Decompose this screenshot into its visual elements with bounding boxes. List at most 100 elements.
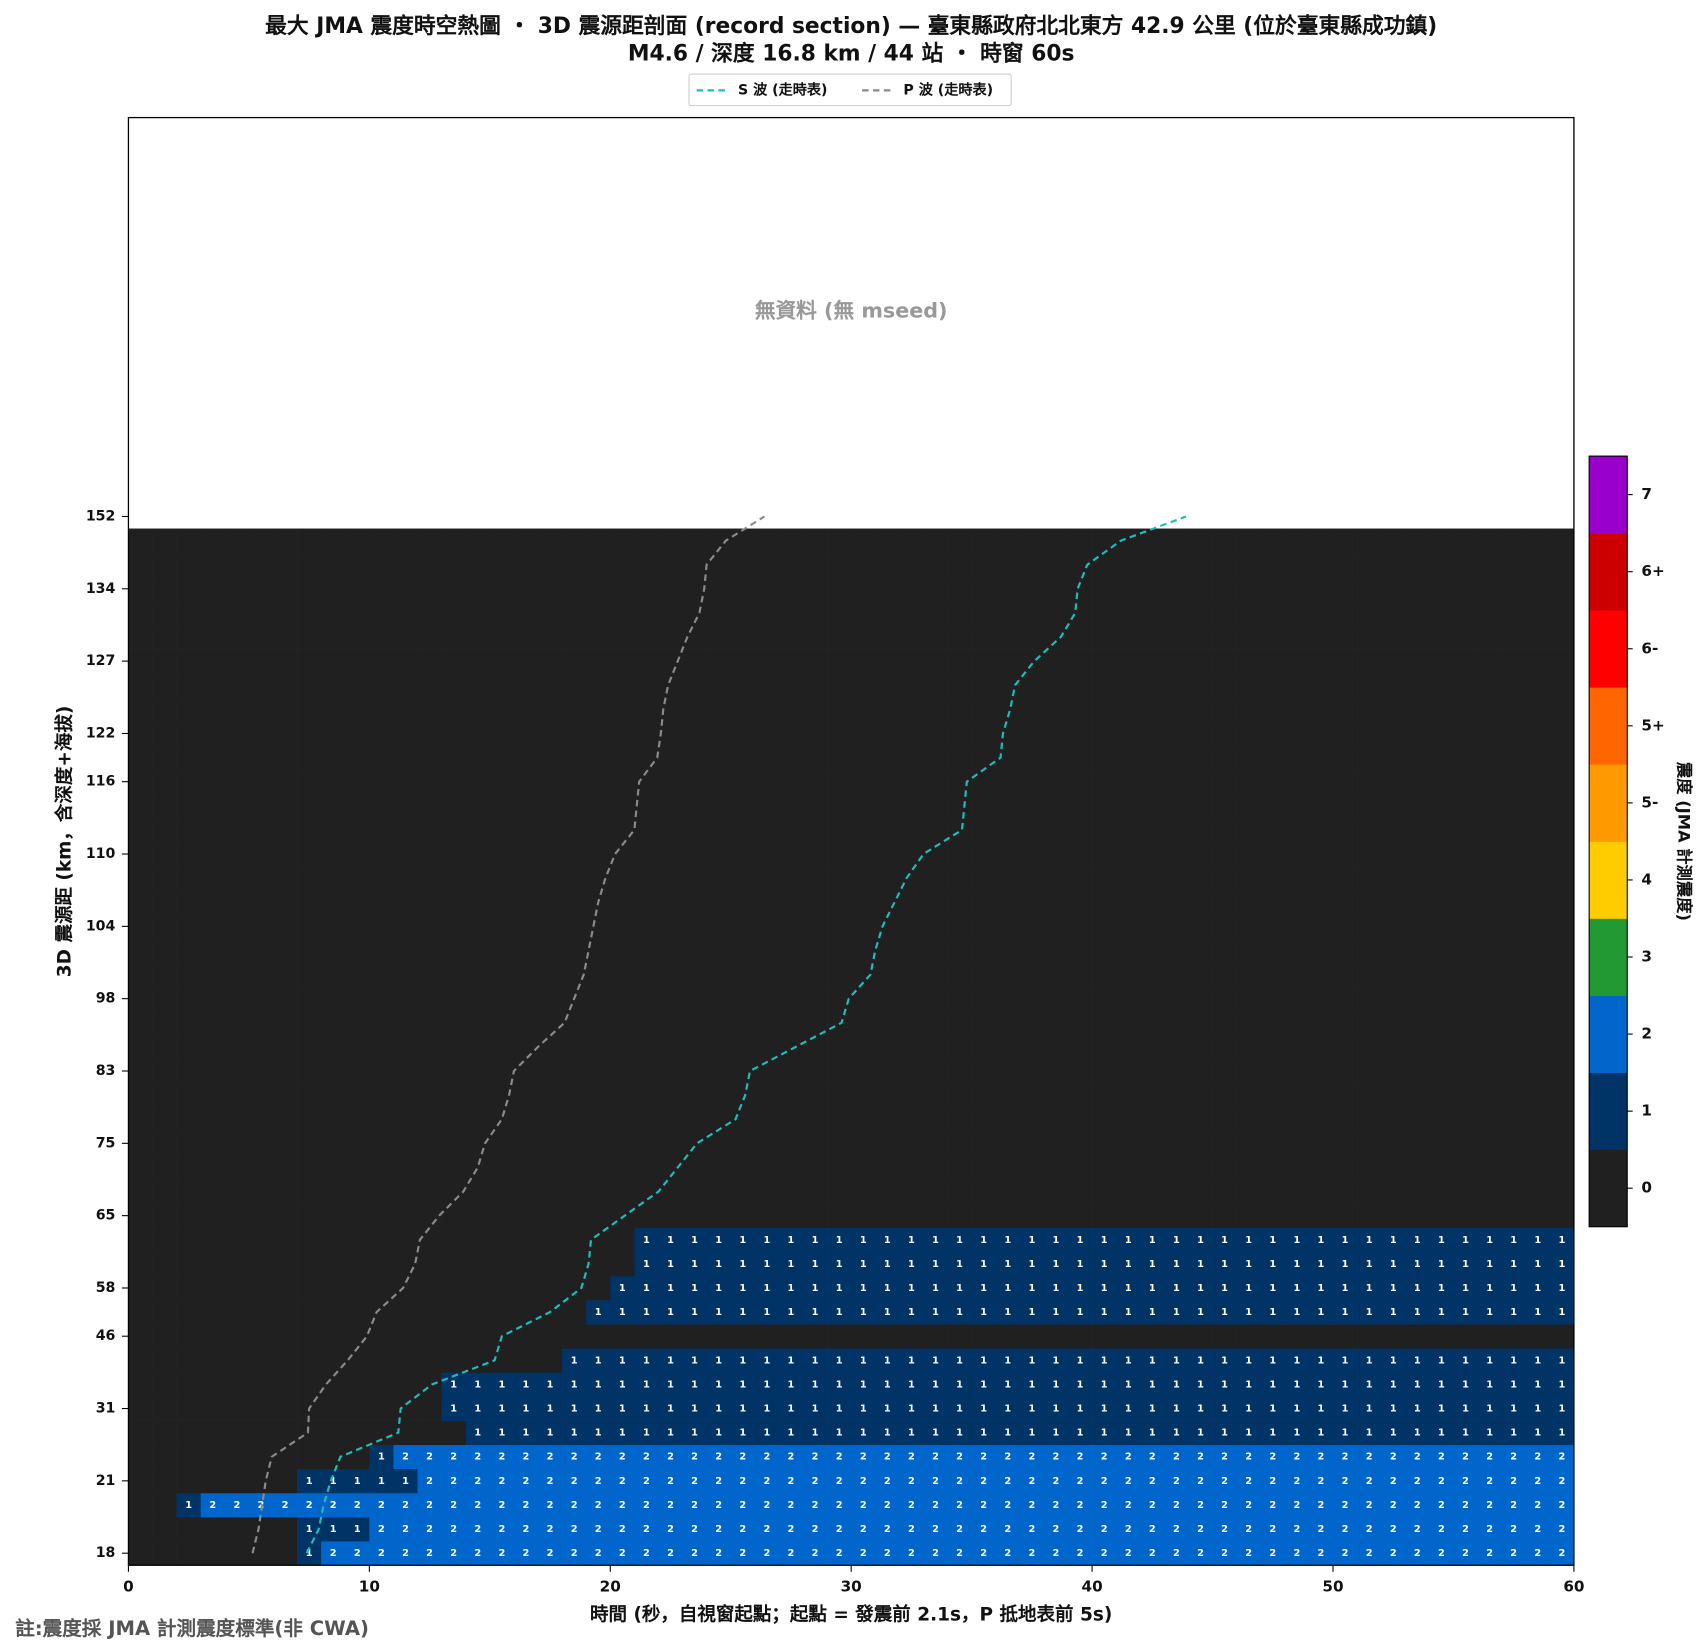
cell-label: 1 [908,1283,915,1294]
cell-label: 1 [1293,1259,1300,1270]
heatmap-cell [1357,1203,1382,1229]
heatmap-cell [200,890,226,915]
heatmap-cell [1092,1179,1117,1204]
heatmap-cell [393,600,418,626]
colorbar-swatch [1589,687,1628,765]
heatmap-cell [1116,576,1141,602]
heatmap-cell [345,890,370,915]
heatmap-cell [200,1034,226,1060]
heatmap-cell [1188,624,1213,650]
heatmap-cell [778,817,804,843]
heatmap-cell [754,1300,780,1325]
cell-label: 1 [1245,1259,1252,1270]
heatmap-cell [1357,1155,1382,1180]
heatmap-cell [321,890,346,915]
heatmap-cell [1308,552,1334,578]
heatmap-cell [369,1179,394,1204]
heatmap-cell [272,769,298,795]
heatmap-cell [1236,1300,1262,1325]
cell-label: 1 [1438,1283,1445,1294]
cell-label: 1 [498,1428,505,1439]
heatmap-cell [1236,1179,1262,1204]
heatmap-cell [730,576,756,602]
heatmap-cell [971,962,997,987]
heatmap-cell [1357,1131,1382,1156]
heatmap-cell [1164,1203,1189,1229]
heatmap-cell [851,1107,876,1132]
heatmap-cell [297,1179,322,1204]
heatmap-cell [1043,1227,1069,1253]
heatmap-cell [1284,1372,1310,1397]
heatmap-cell [537,673,563,698]
heatmap-cell [441,938,467,963]
heatmap-cell [272,600,298,626]
heatmap-cell [321,962,346,987]
heatmap-cell [1525,866,1551,891]
heatmap-cell [1453,1517,1478,1542]
heatmap-cell [152,552,177,578]
cell-label: 1 [932,1355,939,1366]
heatmap-cell [369,1107,394,1132]
heatmap-cell [1477,1083,1502,1108]
heatmap-cell [1429,600,1454,626]
heatmap-cell [923,721,948,746]
heatmap-cell [297,1468,322,1494]
heatmap-cell [658,1541,683,1566]
heatmap-cell [634,1420,659,1446]
heatmap-cell [562,817,587,843]
cell-label: 2 [1053,1476,1060,1487]
heatmap-cell [610,938,635,963]
heatmap-cell [802,769,828,795]
heatmap-cell [1477,1517,1502,1542]
heatmap-cell [995,817,1021,843]
cell-label: 2 [1558,1452,1565,1463]
heatmap-cell [1405,649,1430,674]
heatmap-cell [971,1131,997,1156]
heatmap-cell [1453,1155,1478,1180]
heatmap-cell [682,649,707,674]
heatmap-cell [706,914,732,939]
heatmap-cell [1164,1034,1189,1060]
heatmap-cell [1260,817,1286,843]
cell-label: 1 [1462,1283,1469,1294]
heatmap-cell [971,624,997,650]
heatmap-cell [682,793,707,819]
heatmap-cell [1236,1010,1262,1036]
cell-label: 2 [450,1548,457,1559]
heatmap-cell [1140,914,1165,939]
heatmap-cell [1333,576,1358,602]
heatmap-cell [272,552,298,578]
heatmap-cell [465,986,491,1012]
heatmap-cell [827,697,852,722]
heatmap-cell [1260,1372,1286,1397]
heatmap-cell [272,1034,298,1060]
heatmap-cell [1284,1492,1310,1518]
cell-label: 1 [1414,1259,1421,1270]
heatmap-cell [1405,1396,1430,1421]
heatmap-cell [176,890,202,915]
heatmap-cell [1188,1372,1213,1397]
heatmap-cell [152,600,177,626]
cell-label: 1 [836,1379,843,1390]
heatmap-cell [875,1396,900,1421]
heatmap-cell [947,1468,972,1494]
cell-label: 2 [691,1452,698,1463]
heatmap-cell [369,1517,394,1542]
cell-label: 1 [884,1404,891,1415]
cell-label: 1 [860,1379,867,1390]
heatmap-cell [1333,1396,1358,1421]
heatmap-cell [489,986,515,1012]
cell-label: 2 [1004,1500,1011,1511]
heatmap-cell [1525,986,1551,1012]
cell-label: 2 [474,1452,481,1463]
heatmap-cell [513,576,539,602]
heatmap-cell [658,1372,683,1397]
heatmap-cell [1260,1179,1286,1204]
heatmap-cell [489,649,515,674]
heatmap-cell [1405,1324,1430,1349]
heatmap-cell [827,1227,852,1253]
heatmap-cell [465,817,491,843]
heatmap-cell [1453,1251,1478,1277]
heatmap-cell [1405,962,1430,987]
heatmap-cell [851,1275,876,1301]
